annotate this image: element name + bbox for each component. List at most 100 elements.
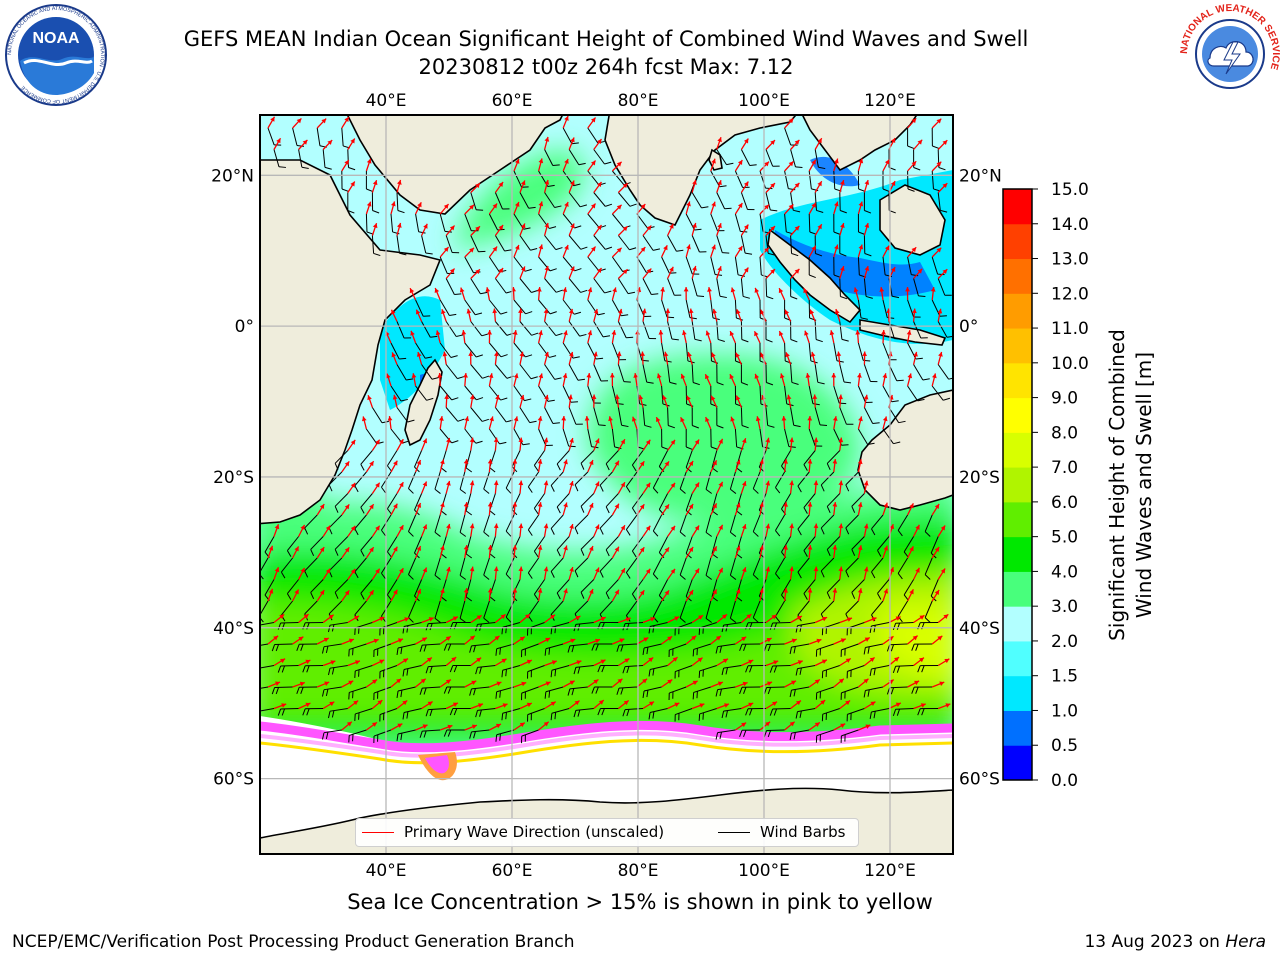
wind-barb xyxy=(527,665,545,679)
wave-direction-arrow xyxy=(759,637,772,645)
wind-barb xyxy=(769,665,791,673)
wind-barb xyxy=(519,364,538,380)
wind-barb xyxy=(449,708,471,716)
colorbar-segment xyxy=(1003,223,1032,260)
wind-barb xyxy=(611,342,627,361)
wind-barb xyxy=(803,536,816,557)
wave-direction-arrow xyxy=(537,416,543,430)
wind-barb xyxy=(814,321,823,343)
wave-direction-arrow xyxy=(612,638,625,645)
wave-direction-arrow xyxy=(814,699,826,709)
wave-direction-arrow xyxy=(347,700,359,710)
wind-barb xyxy=(505,600,515,623)
wave-direction-arrow xyxy=(642,525,651,537)
wind-barb xyxy=(642,407,652,428)
legend-item-wind-barbs: Wind Barbs xyxy=(718,823,845,841)
wave-direction-arrow xyxy=(568,660,582,667)
wave-direction-arrow xyxy=(691,222,697,236)
wave-direction-arrow xyxy=(292,546,300,559)
wind-barb xyxy=(322,149,332,170)
wave-direction-arrow xyxy=(931,589,940,602)
wave-direction-arrow xyxy=(421,656,433,667)
wind-barb xyxy=(740,192,755,211)
wave-direction-arrow xyxy=(685,680,698,688)
wave-direction-arrow xyxy=(907,246,917,258)
wind-barb xyxy=(863,278,873,299)
wind-barb xyxy=(679,514,687,537)
wave-direction-arrow xyxy=(518,308,523,322)
wind-barb xyxy=(642,686,662,699)
wind-barb xyxy=(913,278,926,298)
wave-direction-arrow xyxy=(587,502,594,516)
wind-barb xyxy=(821,708,840,722)
wind-barb xyxy=(931,299,947,317)
wind-barb xyxy=(469,729,490,739)
wave-direction-arrow xyxy=(390,723,403,731)
wave-direction-arrow xyxy=(853,287,860,301)
wave-direction-arrow xyxy=(513,636,526,645)
wind-barb xyxy=(691,235,707,253)
wave-direction-arrow xyxy=(642,617,656,624)
wind-barb xyxy=(459,600,467,623)
wind-barb xyxy=(544,364,562,380)
wave-direction-arrow xyxy=(464,204,475,215)
wave-direction-arrow xyxy=(857,678,869,688)
chart-title: GEFS MEAN Indian Ocean Significant Heigh… xyxy=(183,27,1029,51)
wave-direction-arrow xyxy=(814,659,828,667)
wave-direction-arrow xyxy=(586,373,592,387)
colorbar-tick-label: 4.0 xyxy=(1051,562,1078,582)
wind-barb xyxy=(501,708,521,721)
wave-direction-arrow xyxy=(593,308,599,322)
wave-direction-arrow xyxy=(445,656,457,666)
wind-barb xyxy=(642,235,661,251)
wave-direction-arrow xyxy=(371,222,378,236)
wave-direction-arrow xyxy=(537,588,543,602)
colorbar-tick-label: 0.5 xyxy=(1051,736,1078,756)
wind-barb xyxy=(716,321,725,342)
tick-label: 80°E xyxy=(618,91,659,111)
footer-date: 13 Aug 2023 on Hera xyxy=(1084,932,1266,952)
wind-barb xyxy=(260,643,269,646)
wave-direction-arrow xyxy=(298,659,311,667)
wave-direction-arrow xyxy=(784,203,794,215)
wave-direction-arrow xyxy=(372,616,385,624)
wave-direction-arrow xyxy=(390,678,402,688)
wave-direction-arrow xyxy=(487,587,493,602)
wave-direction-arrow xyxy=(543,179,550,193)
wind-barb xyxy=(568,235,588,250)
wind-barb xyxy=(897,514,909,537)
wave-direction-arrow xyxy=(765,268,776,279)
wave-direction-arrow xyxy=(931,373,937,387)
wind-barb xyxy=(321,686,342,697)
wave-direction-arrow xyxy=(716,179,722,193)
wave-direction-arrow xyxy=(905,286,910,301)
wind-barb xyxy=(341,170,349,192)
wave-direction-arrow xyxy=(371,179,378,193)
wind-barb xyxy=(729,514,737,537)
wind-barb xyxy=(839,407,854,425)
wind-barb xyxy=(408,471,417,494)
wind-barb xyxy=(354,471,367,493)
wind-barb xyxy=(298,149,309,170)
wind-barb xyxy=(470,235,486,253)
wave-direction-arrow xyxy=(537,502,543,516)
wave-direction-arrow xyxy=(734,159,743,172)
wave-direction-arrow xyxy=(442,351,448,365)
wave-direction-arrow xyxy=(464,247,475,258)
wind-barb xyxy=(715,686,736,697)
wave-direction-arrow xyxy=(562,115,569,129)
wave-direction-arrow xyxy=(765,566,771,580)
wind-barb xyxy=(360,493,373,514)
wave-direction-arrow xyxy=(642,701,655,710)
wind-barb xyxy=(464,428,483,444)
wave-direction-arrow xyxy=(937,613,949,624)
wind-barb xyxy=(568,149,586,166)
wave-direction-arrow xyxy=(568,523,574,537)
wind-barb xyxy=(705,600,712,623)
wind-barb xyxy=(527,557,540,579)
wind-barb xyxy=(464,299,483,316)
wave-direction-arrow xyxy=(855,329,861,344)
wave-direction-arrow xyxy=(367,395,374,408)
wave-direction-arrow xyxy=(562,638,576,645)
wind-barb xyxy=(354,514,367,536)
